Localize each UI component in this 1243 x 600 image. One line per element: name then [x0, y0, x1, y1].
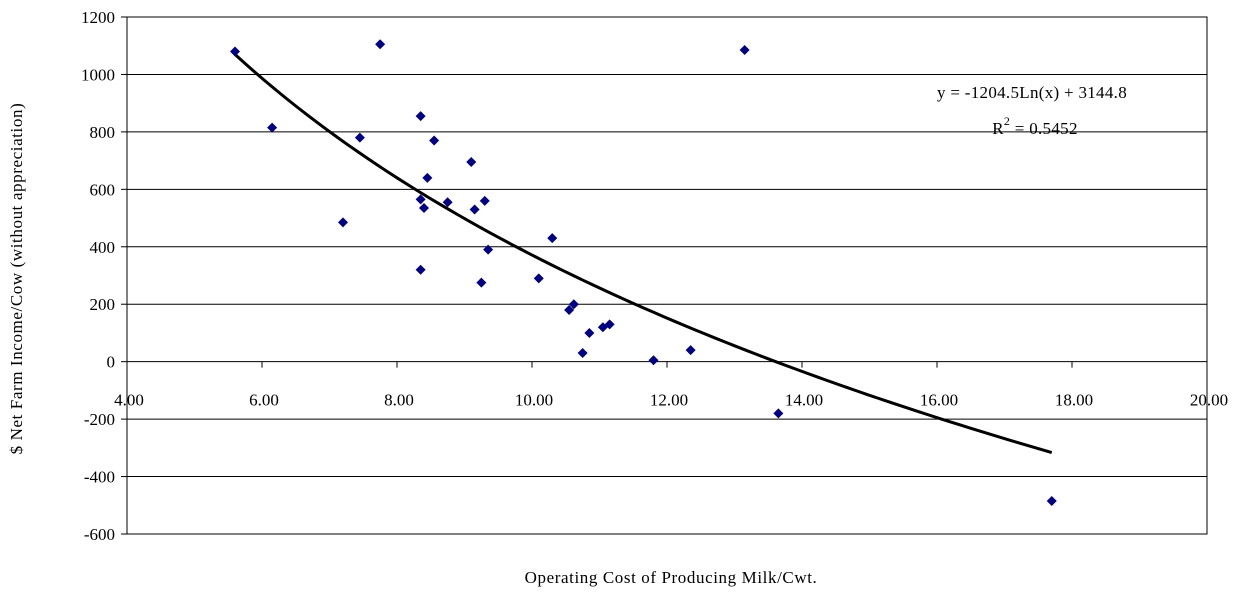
data-point — [739, 45, 750, 56]
x-tick-label: 8.00 — [384, 391, 414, 410]
data-point — [375, 39, 386, 50]
y-tick-label: -200 — [84, 410, 115, 429]
y-tick-label: 1000 — [81, 65, 115, 84]
y-axis-ticks: -600 -400 -200 0 200 400 600 800 1000 1200 — [81, 8, 127, 544]
x-tick-label: 10.00 — [515, 391, 553, 410]
r-squared-value: = 0.5452 — [1010, 119, 1078, 138]
data-point — [267, 122, 278, 133]
y-tick-label: 400 — [90, 238, 116, 257]
data-point — [584, 327, 595, 338]
data-point — [419, 203, 429, 214]
data-point — [568, 299, 579, 310]
y-tick-label: 0 — [107, 353, 116, 372]
r-squared-label: R — [992, 119, 1004, 138]
data-point — [1046, 495, 1057, 506]
y-tick-label: 800 — [90, 123, 116, 142]
x-tick-label: 12.00 — [650, 391, 688, 410]
data-point — [773, 408, 784, 419]
data-point — [577, 348, 588, 359]
log-trendline — [233, 53, 1053, 454]
data-point — [533, 273, 544, 284]
data-point — [469, 204, 480, 215]
data-point — [476, 277, 487, 288]
x-tick-label: 6.00 — [249, 391, 279, 410]
x-axis-ticks: 4.00 6.00 8.00 10.00 12.00 14.00 16.00 18.00 20.… — [114, 361, 1228, 410]
data-points — [230, 39, 1057, 506]
trendline-r-squared: R2 = 0.5452 — [992, 114, 1078, 138]
data-point — [547, 233, 558, 244]
y-tick-label: -600 — [84, 525, 115, 544]
r-squared-exponent: 2 — [1004, 114, 1010, 128]
data-point — [338, 217, 348, 228]
data-point — [483, 244, 494, 255]
data-point — [354, 132, 365, 143]
data-point — [415, 194, 426, 205]
y-axis-title: $ Net Farm Income/Cow (without appreciat… — [7, 103, 26, 455]
data-point — [230, 46, 240, 57]
data-point — [415, 264, 426, 275]
data-point — [415, 111, 426, 122]
data-point — [429, 135, 440, 146]
data-point — [648, 355, 659, 366]
plot-area-frame — [126, 16, 1208, 535]
data-point — [422, 172, 433, 183]
x-axis-title: Operating Cost of Producing Milk/Cwt. — [525, 568, 818, 587]
x-tick-label: 16.00 — [920, 391, 958, 410]
y-tick-label: 600 — [90, 180, 116, 199]
x-tick-label: 14.00 — [785, 391, 823, 410]
data-point — [466, 157, 477, 168]
trendline-equation: y = -1204.5Ln(x) + 3144.8 — [937, 83, 1127, 102]
y-tick-label: -400 — [84, 468, 115, 487]
y-tick-label: 1200 — [81, 8, 115, 27]
data-point — [442, 197, 453, 208]
x-tick-label: 18.00 — [1055, 391, 1093, 410]
data-point — [685, 345, 696, 356]
y-tick-label: 200 — [90, 295, 116, 314]
data-point — [479, 195, 490, 206]
x-tick-label: 20.00 — [1190, 391, 1228, 410]
data-point — [564, 304, 575, 315]
data-point — [604, 319, 615, 330]
x-tick-label: 4.00 — [114, 391, 144, 410]
